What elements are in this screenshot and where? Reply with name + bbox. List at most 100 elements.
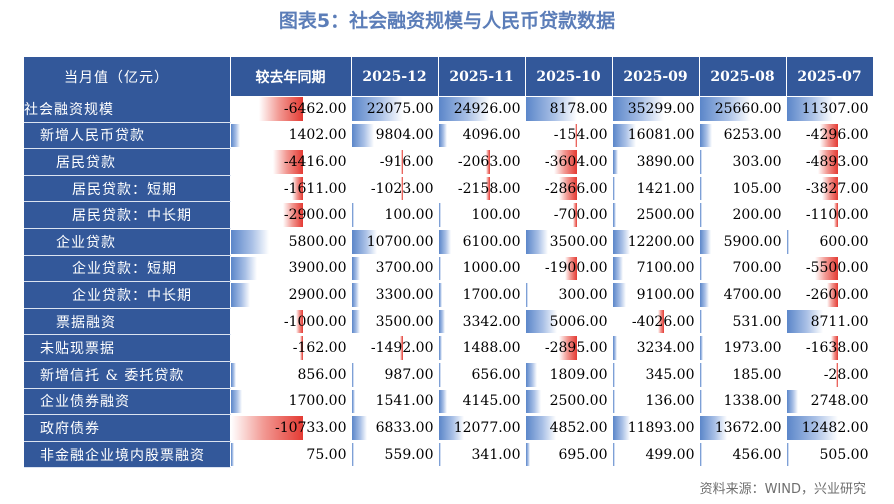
negative-data-bar bbox=[558, 336, 578, 360]
cell-value: 3342.00 bbox=[462, 313, 521, 330]
negative-data-bar bbox=[835, 362, 839, 387]
cell-value: 303.00 bbox=[732, 153, 782, 170]
data-cell: 1541.00 bbox=[351, 388, 439, 416]
negative-data-bar bbox=[272, 150, 303, 174]
cell-value: 2500.00 bbox=[549, 393, 608, 410]
cell-value: 700.00 bbox=[732, 260, 782, 277]
positive-data-bar bbox=[786, 309, 823, 334]
cell-value: 22075.00 bbox=[366, 100, 434, 117]
cell-value: 16081.00 bbox=[627, 127, 695, 144]
negative-data-bar bbox=[817, 150, 839, 174]
row-label: 新增人民币贷款 bbox=[24, 122, 231, 150]
data-cell: 1421.00 bbox=[612, 175, 700, 203]
negative-data-bar bbox=[559, 176, 578, 201]
positive-data-bar bbox=[438, 283, 443, 307]
data-cell: 1000.00 bbox=[438, 255, 526, 283]
data-cell: 2500.00 bbox=[525, 388, 613, 416]
row-label: 企业债券融资 bbox=[24, 388, 231, 416]
cell-value: 4096.00 bbox=[462, 127, 521, 144]
positive-data-bar bbox=[786, 389, 798, 414]
positive-data-bar bbox=[351, 203, 354, 227]
data-cell: 100.00 bbox=[351, 201, 439, 229]
cell-value: 1809.00 bbox=[549, 366, 608, 383]
cell-value: -3604.00 bbox=[544, 153, 608, 170]
positive-data-bar bbox=[351, 362, 354, 387]
data-cell: -1900.00 bbox=[525, 255, 613, 283]
negative-data-bar bbox=[831, 336, 839, 360]
cell-value: 6100.00 bbox=[462, 233, 521, 250]
data-cell: 300.00 bbox=[525, 281, 613, 309]
negative-data-bar bbox=[400, 150, 404, 174]
cell-value: 3700.00 bbox=[375, 260, 434, 277]
cell-value: -3827.00 bbox=[805, 180, 869, 197]
negative-data-bar bbox=[565, 256, 578, 281]
positive-data-bar bbox=[612, 150, 619, 174]
positive-data-bar bbox=[699, 229, 712, 254]
table-header-row: 当月值（亿元） 较去年同期 2025-12 2025-11 2025-10 2025-0… bbox=[24, 57, 874, 96]
cell-value: 10700.00 bbox=[366, 233, 434, 250]
row-label: 居民贷款：短期 bbox=[24, 175, 231, 203]
positive-data-bar bbox=[230, 442, 234, 467]
data-cell: 5900.00 bbox=[699, 228, 787, 256]
cell-value: 35299.00 bbox=[627, 100, 695, 117]
positive-data-bar bbox=[612, 123, 636, 148]
negative-data-bar bbox=[283, 203, 303, 227]
row-label: 未贴现票据 bbox=[24, 334, 231, 362]
cell-value: 7100.00 bbox=[636, 260, 695, 277]
row-label: 社会融资规模 bbox=[24, 96, 231, 123]
table-body: 社会融资规模 -6462.00 22075.00 24926.00 8178.00 352… bbox=[24, 96, 874, 469]
positive-data-bar bbox=[230, 123, 240, 148]
positive-data-bar bbox=[438, 416, 464, 440]
table-row: 居民贷款：短期 -1611.00 -1023.00 -2158.00 -2866.00 1… bbox=[24, 175, 874, 203]
positive-data-bar bbox=[612, 389, 615, 414]
data-cell: -2600.00 bbox=[786, 281, 874, 309]
positive-data-bar bbox=[438, 256, 441, 281]
data-cell: 7100.00 bbox=[612, 255, 700, 283]
data-table: 当月值（亿元） 较去年同期 2025-12 2025-11 2025-10 2025-0… bbox=[24, 57, 874, 469]
data-cell: 35299.00 bbox=[612, 96, 700, 123]
cell-value: 75.00 bbox=[306, 446, 347, 463]
cell-value: 2900.00 bbox=[288, 286, 347, 303]
negative-data-bar bbox=[820, 123, 839, 148]
data-cell: 25660.00 bbox=[699, 96, 787, 123]
negative-data-bar bbox=[230, 416, 303, 440]
data-cell: -1611.00 bbox=[230, 175, 352, 203]
positive-data-bar bbox=[786, 97, 834, 121]
cell-value: 185.00 bbox=[732, 366, 782, 383]
column-header: 较去年同期 bbox=[230, 57, 352, 96]
data-cell: 5006.00 bbox=[525, 308, 613, 336]
data-cell: 3890.00 bbox=[612, 148, 700, 176]
data-cell: -5500.00 bbox=[786, 255, 874, 283]
positive-data-bar bbox=[525, 229, 548, 254]
negative-data-bar bbox=[485, 176, 491, 201]
column-header: 2025-09 bbox=[612, 57, 700, 96]
cell-value: -2895.00 bbox=[544, 340, 608, 357]
data-cell: 6100.00 bbox=[438, 228, 526, 256]
data-cell: 2748.00 bbox=[786, 388, 874, 416]
positive-data-bar bbox=[230, 283, 250, 307]
data-cell: -2063.00 bbox=[438, 148, 526, 176]
cell-value: 12482.00 bbox=[801, 419, 869, 436]
negative-data-bar bbox=[399, 336, 404, 360]
cell-value: -2158.00 bbox=[457, 180, 521, 197]
cell-value: 6833.00 bbox=[375, 419, 434, 436]
data-cell: 1338.00 bbox=[699, 388, 787, 416]
data-cell: 4096.00 bbox=[438, 122, 526, 150]
cell-value: -2866.00 bbox=[544, 180, 608, 197]
table-row: 社会融资规模 -6462.00 22075.00 24926.00 8178.00 352… bbox=[24, 96, 874, 123]
positive-data-bar bbox=[786, 229, 789, 254]
data-cell: 531.00 bbox=[699, 308, 787, 336]
table-row: 企业贷款：中长期 2900.00 3300.00 1700.00 300.00 9100.… bbox=[24, 281, 874, 309]
positive-data-bar bbox=[699, 309, 702, 334]
cell-value: 1421.00 bbox=[636, 180, 695, 197]
data-cell: 3300.00 bbox=[351, 281, 439, 309]
positive-data-bar bbox=[525, 362, 537, 387]
data-cell: 600.00 bbox=[786, 228, 874, 256]
column-header: 2025-11 bbox=[438, 57, 526, 96]
cell-value: 1541.00 bbox=[375, 393, 434, 410]
positive-data-bar bbox=[525, 389, 542, 414]
cell-value: -2900.00 bbox=[283, 207, 347, 224]
cell-value: 3234.00 bbox=[636, 340, 695, 357]
cell-value: 1338.00 bbox=[723, 393, 782, 410]
positive-data-bar bbox=[351, 283, 360, 307]
